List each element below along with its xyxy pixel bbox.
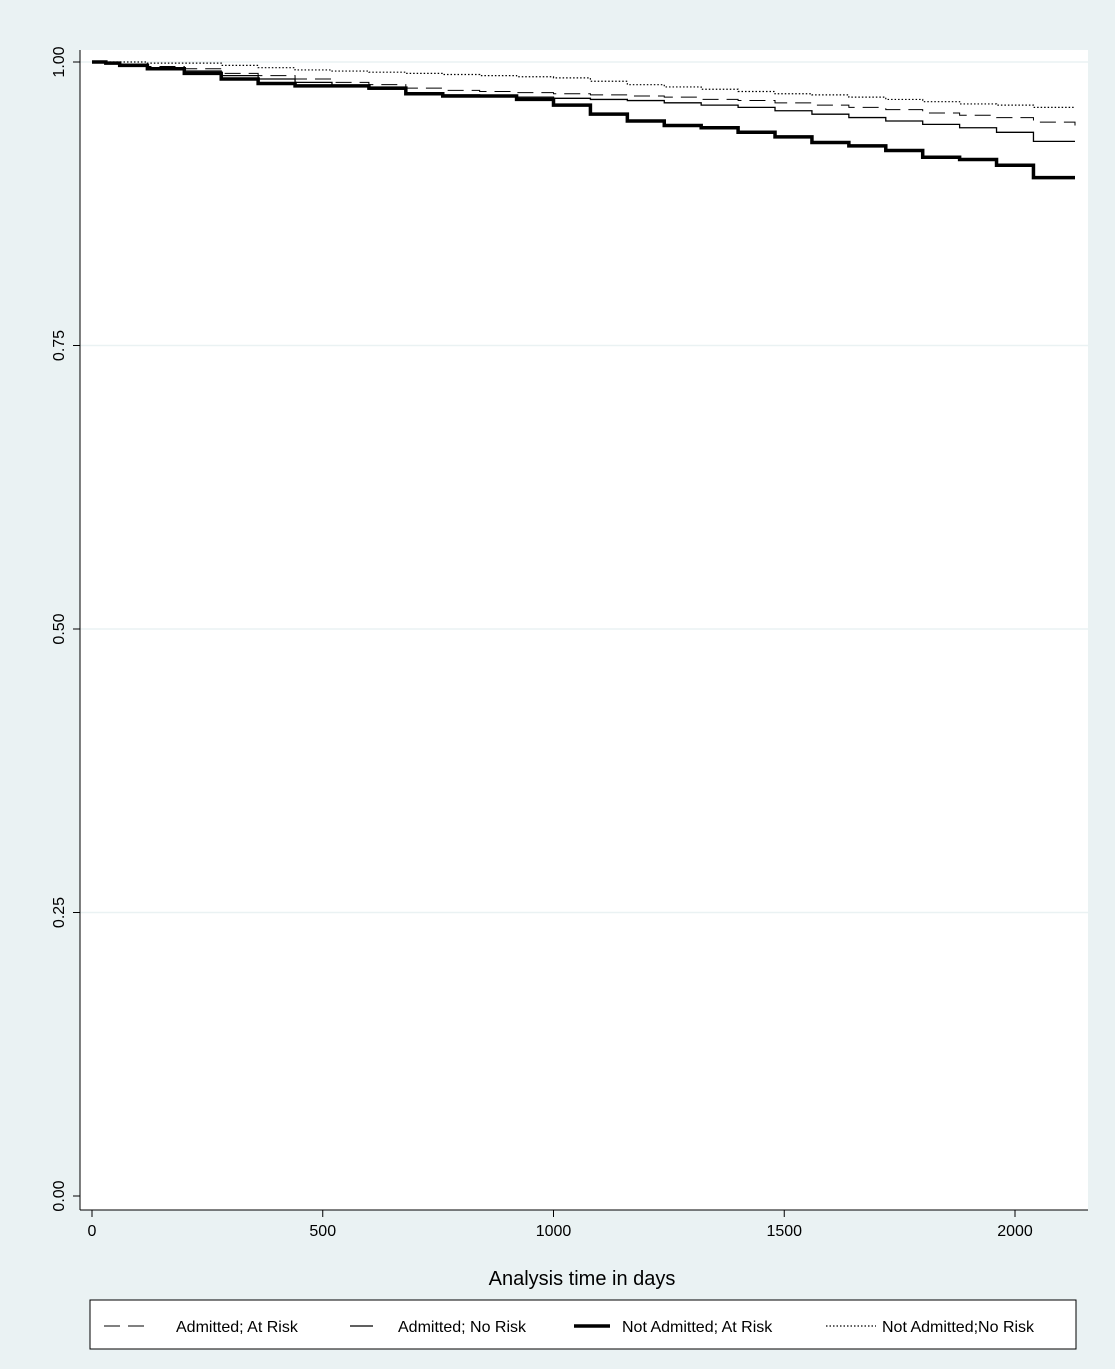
legend-label-2: Not Admitted; At Risk bbox=[622, 1319, 773, 1336]
x-tick-label: 1500 bbox=[766, 1223, 802, 1240]
plot-area bbox=[80, 50, 1088, 1210]
x-tick-label: 500 bbox=[309, 1223, 336, 1240]
gridlines bbox=[80, 61, 1088, 914]
legend-label-3: Not Admitted;No Risk bbox=[882, 1319, 1035, 1336]
y-tick-label: 0.50 bbox=[51, 613, 68, 644]
legend: Admitted; At Risk Admitted; No Risk Not Ad… bbox=[104, 1319, 1035, 1336]
legend-label-0: Admitted; At Risk bbox=[176, 1319, 299, 1336]
series-line-3 bbox=[92, 61, 1075, 108]
x-tick-label: 2000 bbox=[997, 1223, 1033, 1240]
legend-label-1: Admitted; No Risk bbox=[398, 1319, 527, 1336]
y-tick-label: 0.75 bbox=[51, 330, 68, 361]
x-tick-label: 0 bbox=[88, 1223, 97, 1240]
series-line-2 bbox=[92, 60, 1075, 180]
series-lines bbox=[92, 60, 1076, 180]
x-axis-title: Analysis time in days bbox=[489, 1268, 676, 1290]
x-axis-ticks: 0 500 1000 1500 2000 bbox=[88, 1210, 1033, 1240]
y-axis-ticks: 0.00 0.25 0.50 0.75 1.00 bbox=[51, 46, 80, 1212]
x-tick-label: 1000 bbox=[536, 1223, 572, 1240]
y-tick-label: 0.25 bbox=[51, 897, 68, 928]
y-tick-label: 1.00 bbox=[51, 46, 68, 77]
y-tick-label: 0.00 bbox=[51, 1180, 68, 1211]
series-line-0 bbox=[92, 61, 1076, 126]
